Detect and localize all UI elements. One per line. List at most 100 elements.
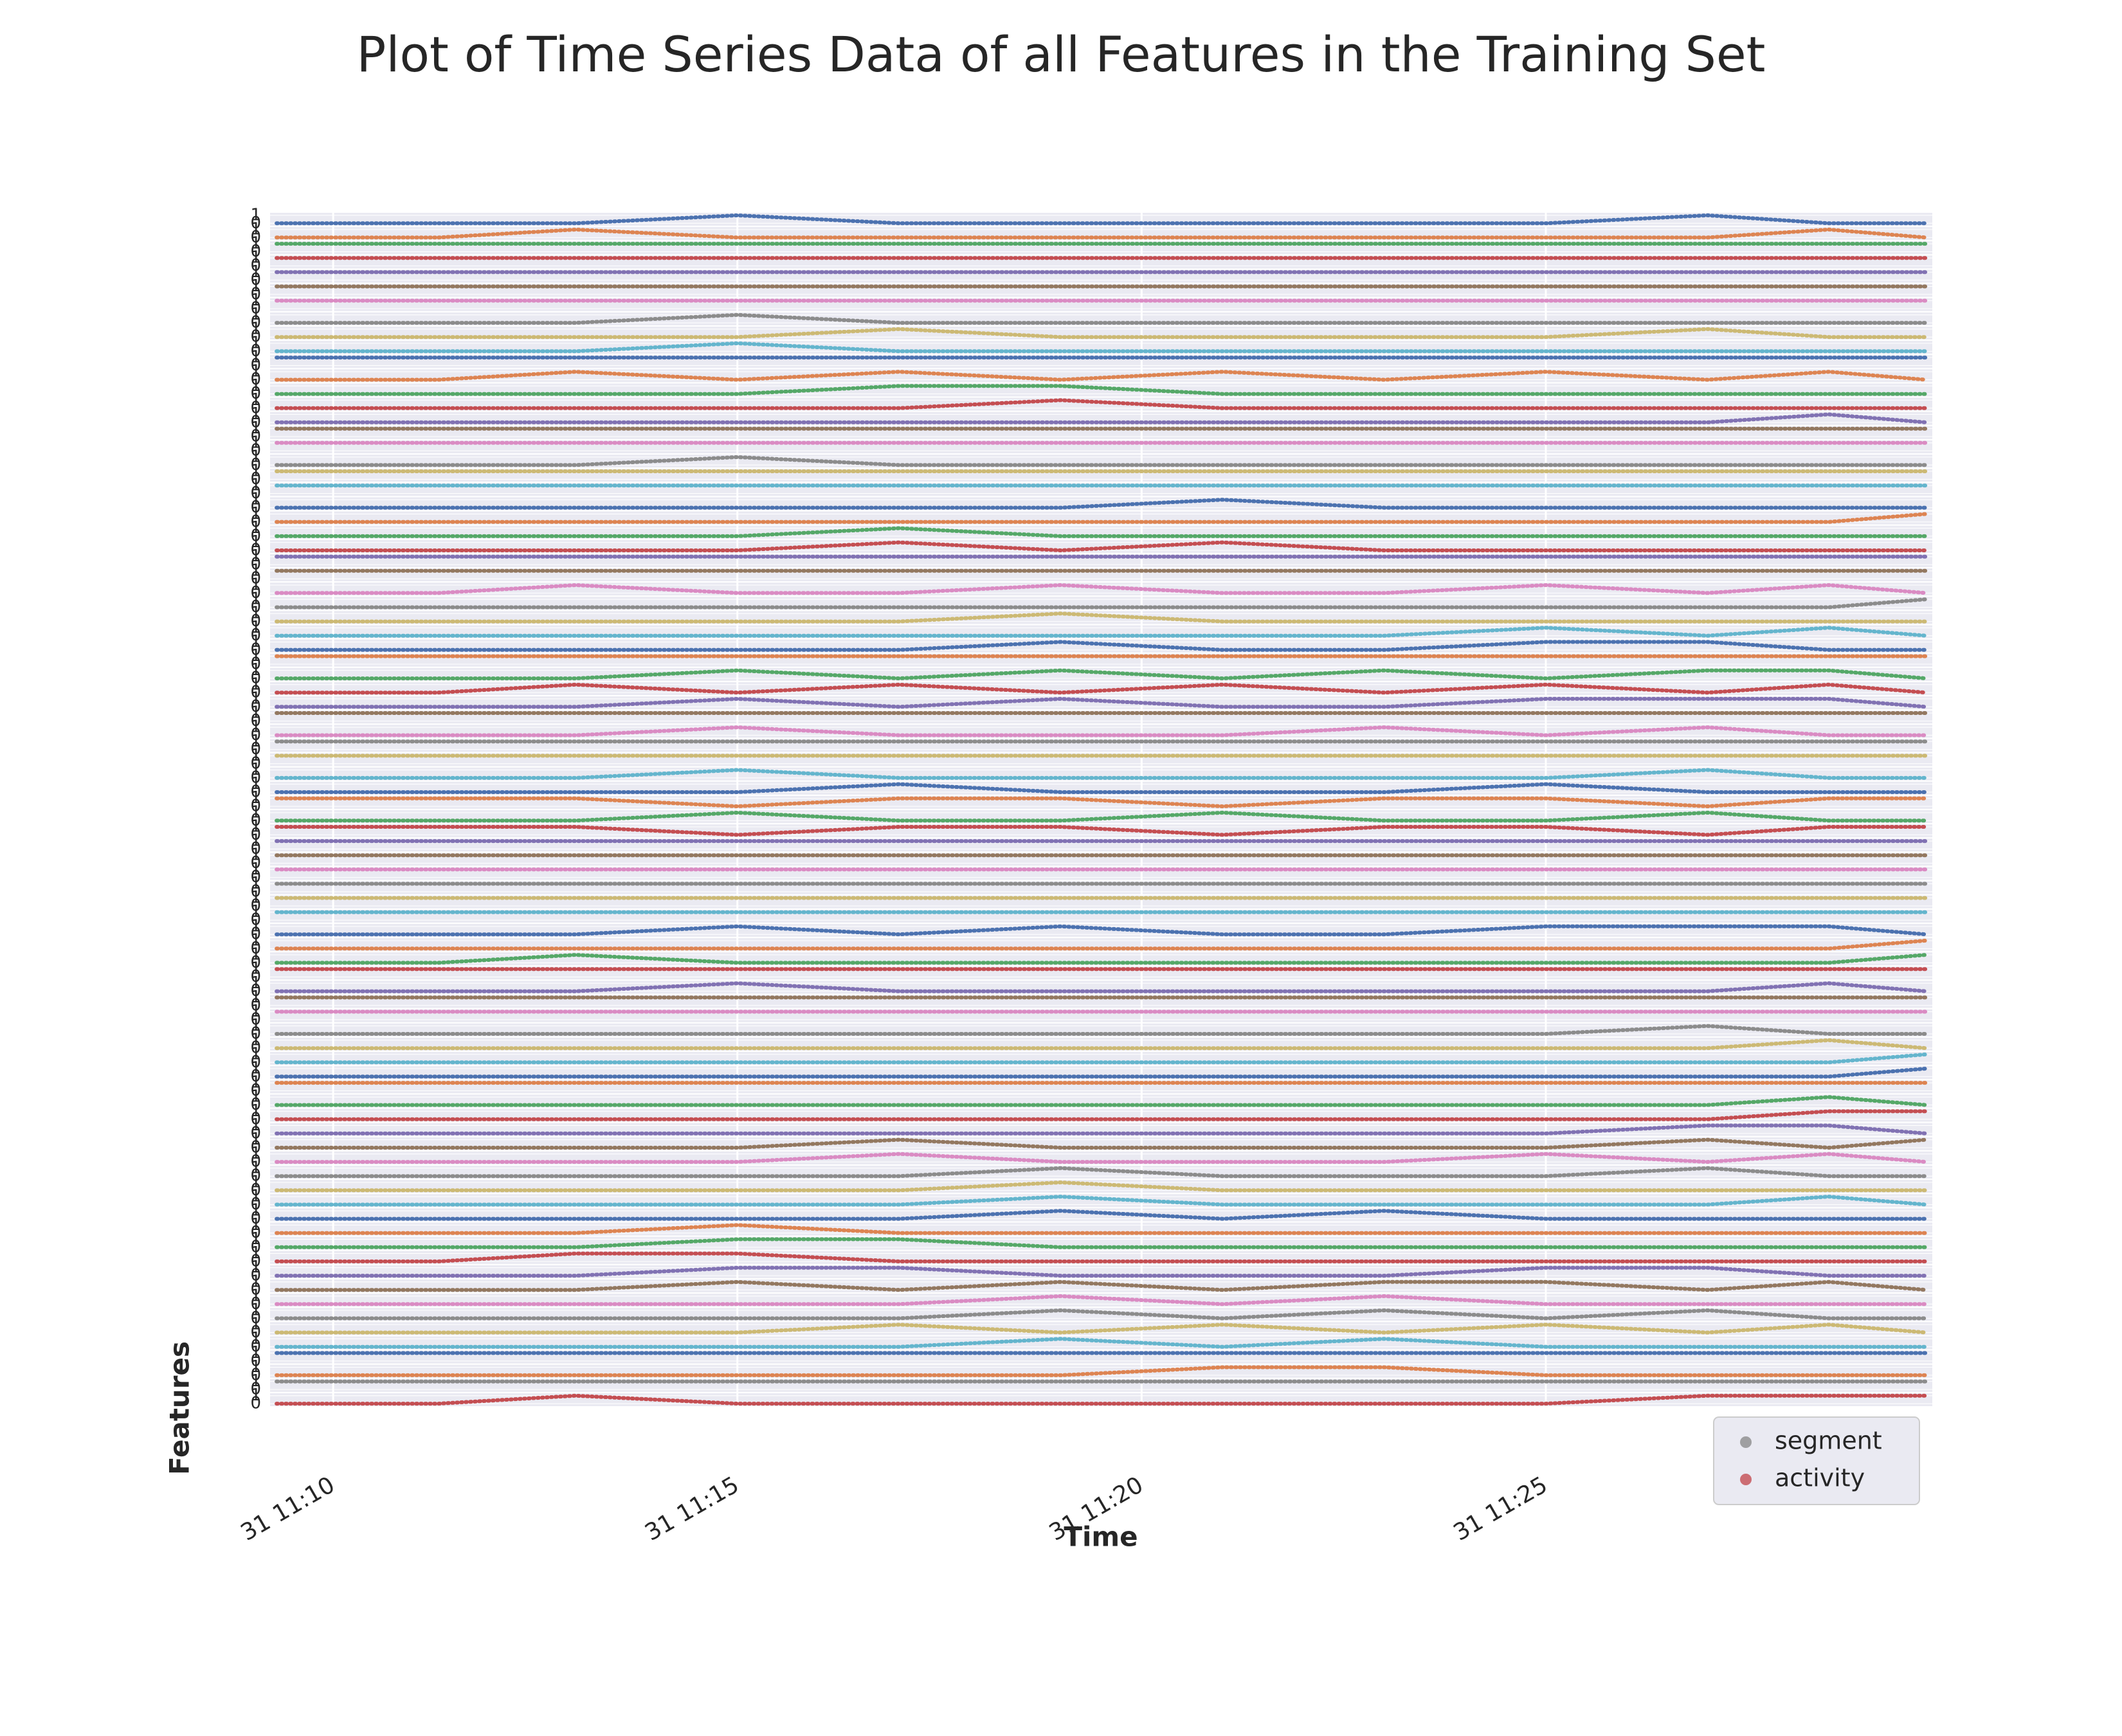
y-tick-label: 1 xyxy=(250,1215,261,1234)
y-tick-label: 1 xyxy=(250,433,261,452)
y-tick-label: 1 xyxy=(250,732,261,751)
series-line xyxy=(275,540,1928,553)
y-tick-label: 0 xyxy=(250,953,261,972)
y-tick-label: 1 xyxy=(250,1201,261,1220)
y-tick-label: 0 xyxy=(250,1137,261,1157)
y-tick-label: 0 xyxy=(250,1280,261,1299)
y-tick-label: 0 xyxy=(250,839,261,858)
y-tick-label: 1 xyxy=(250,930,261,950)
y-tick-label: 0 xyxy=(250,725,261,745)
y-tick-label: 1 xyxy=(250,1315,261,1334)
series-line xyxy=(275,1294,1928,1307)
series-line xyxy=(275,611,1928,624)
y-tick-label: 0 xyxy=(250,1152,261,1171)
y-tick-label: 0 xyxy=(250,995,261,1015)
y-tick-label: 0 xyxy=(250,1053,261,1072)
y-tick-label: 0 xyxy=(250,1380,261,1399)
y-tick-label: 1 xyxy=(250,689,261,708)
y-tick-label: 1 xyxy=(250,831,261,851)
series-line xyxy=(275,1038,1928,1051)
y-tick-label: 0 xyxy=(250,925,261,944)
series-line xyxy=(275,668,1928,681)
y-tick-label: 0 xyxy=(250,669,261,688)
y-tick-label: 1 xyxy=(250,1172,261,1191)
series-line xyxy=(275,938,1928,951)
legend-marker xyxy=(1740,1436,1752,1448)
y-tick-label: 0 xyxy=(250,583,261,602)
y-tick-label: 1 xyxy=(250,788,261,808)
y-tick-label: 0 xyxy=(250,1166,261,1186)
series-line xyxy=(275,1152,1928,1164)
y-tick-label: 1 xyxy=(250,319,261,338)
series-line xyxy=(275,398,1928,410)
legend-box xyxy=(1713,1416,1920,1505)
y-tick-label: 1 xyxy=(250,1044,261,1063)
y-tick-label: 0 xyxy=(250,782,261,802)
y-tick-label: 0 xyxy=(250,1123,261,1143)
y-tick-label: 1 xyxy=(250,1229,261,1249)
y-tick-label: 0 xyxy=(250,1351,261,1370)
y-tick-label: 1 xyxy=(250,476,261,495)
y-tick-label: 0 xyxy=(250,298,261,318)
y-tick-label: 0 xyxy=(250,356,261,375)
y-tick-label: 1 xyxy=(250,632,261,651)
series-line xyxy=(275,312,1928,325)
y-tick-label: 0 xyxy=(250,882,261,901)
series-line xyxy=(275,213,1928,226)
y-tick-label: 1 xyxy=(250,845,261,865)
y-tick-label: 0 xyxy=(250,1294,261,1314)
y-tick-label: 1 xyxy=(250,575,261,594)
y-tick-label: 1 xyxy=(250,1116,261,1135)
y-tick-label: 1 xyxy=(250,1286,261,1305)
y-tick-label: 0 xyxy=(250,228,261,247)
series-line xyxy=(275,1308,1928,1321)
y-tick-label: 1 xyxy=(250,234,261,253)
y-tick-label: 0 xyxy=(250,1251,261,1270)
legend-marker xyxy=(1740,1474,1752,1485)
y-tick-label: 0 xyxy=(250,213,261,233)
y-tick-label: 1 xyxy=(250,1357,261,1377)
series-line xyxy=(275,796,1928,809)
y-tick-label: 1 xyxy=(250,1371,261,1391)
y-tick-label: 1 xyxy=(250,262,261,282)
series-line xyxy=(275,1052,1928,1065)
legend-label: segment xyxy=(1775,1427,1882,1455)
y-tick-label: 1 xyxy=(250,490,261,509)
y-tick-label: 0 xyxy=(250,1180,261,1200)
y-tick-label: 0 xyxy=(250,455,261,475)
y-tick-label: 0 xyxy=(250,683,261,702)
y-tick-label: 0 xyxy=(250,1337,261,1356)
y-tick-label: 0 xyxy=(250,597,261,617)
y-tick-label: 1 xyxy=(250,1158,261,1177)
series-line xyxy=(275,682,1928,695)
y-tick-label: 1 xyxy=(250,447,261,466)
y-axis-label: Features xyxy=(164,1341,195,1475)
y-tick-label: 0 xyxy=(250,1237,261,1256)
y-tick-label: 1 xyxy=(250,462,261,481)
y-tick-label: 0 xyxy=(250,484,261,503)
series-line xyxy=(275,1279,1928,1292)
series-line xyxy=(275,640,1928,652)
series-line xyxy=(275,1323,1928,1335)
y-tick-label: 1 xyxy=(250,1030,261,1049)
y-tick-label: 0 xyxy=(250,939,261,958)
series-line xyxy=(275,1166,1928,1179)
y-tick-label: 1 xyxy=(250,646,261,665)
y-tick-label: 1 xyxy=(250,1243,261,1263)
y-tick-label: 0 xyxy=(250,313,261,332)
series-line xyxy=(275,1109,1928,1121)
series-line xyxy=(275,1095,1928,1107)
y-tick-label: 0 xyxy=(250,896,261,915)
y-tick-label: 0 xyxy=(250,284,261,303)
y-tick-label: 1 xyxy=(250,973,261,993)
y-tick-label: 1 xyxy=(250,376,261,395)
y-tick-label: 0 xyxy=(250,270,261,289)
series-line xyxy=(275,1365,1928,1377)
y-tick-label: 0 xyxy=(250,825,261,844)
y-tick-label: 0 xyxy=(250,341,261,361)
y-tick-label: 0 xyxy=(250,370,261,389)
y-tick-label: 1 xyxy=(250,590,261,609)
y-tick-label: 1 xyxy=(250,348,261,367)
y-tick-label: 1 xyxy=(250,746,261,765)
legend-label: activity xyxy=(1775,1464,1865,1492)
